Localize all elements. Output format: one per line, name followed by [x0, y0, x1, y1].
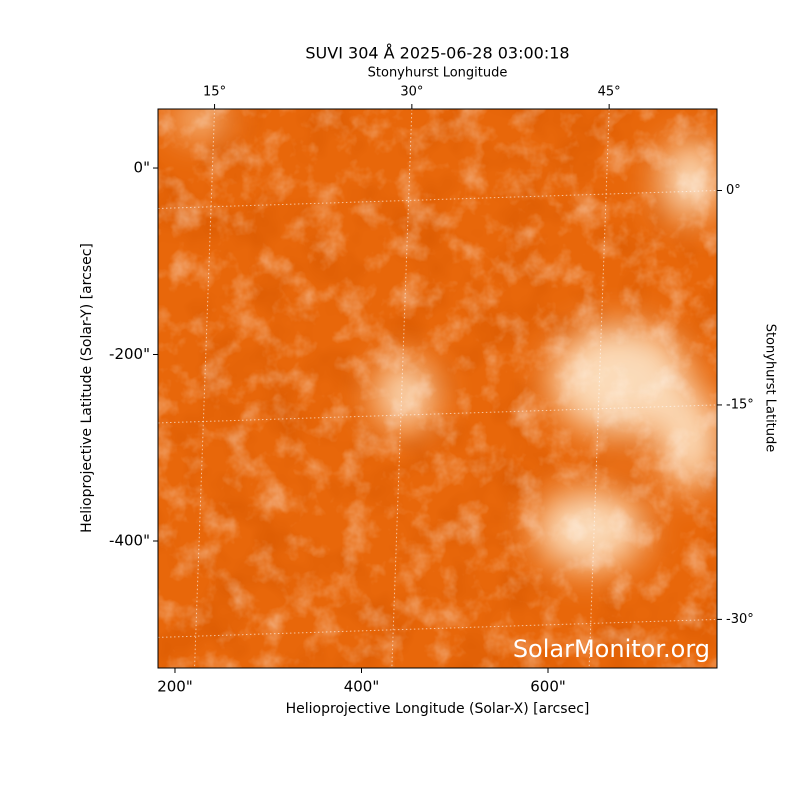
- y2-tick-label: 0°: [726, 183, 741, 198]
- grid-line: [588, 108, 610, 669]
- y-tick-label: -200": [109, 345, 150, 363]
- grid-line: [157, 404, 718, 424]
- x-tick-label: 200": [157, 678, 193, 696]
- x-tick-label: 600": [530, 678, 566, 696]
- y2-tick-label: -30°: [726, 612, 754, 627]
- watermark: SolarMonitor.org: [513, 635, 710, 663]
- y-tick-label: -400": [109, 532, 150, 550]
- grid-line: [157, 189, 718, 209]
- grid: [157, 108, 718, 669]
- plot-frame: [157, 108, 718, 669]
- x2-tick-label: 30°: [400, 85, 423, 100]
- x-tick-label: 400": [344, 678, 380, 696]
- x2-axis-label: Stonyhurst Longitude: [368, 66, 508, 81]
- x2-tick-label: 45°: [598, 85, 621, 100]
- chart-title: SUVI 304 Å 2025-06-28 03:00:18: [305, 44, 569, 63]
- x-axis-label: Helioprojective Longitude (Solar-X) [arc…: [286, 701, 590, 717]
- y2-axis-label: Stonyhurst Latitude: [763, 324, 778, 453]
- y-tick-label: 0": [134, 159, 150, 177]
- y-axis-label: Helioprojective Latitude (Solar-Y) [arcs…: [79, 243, 95, 533]
- grid-line: [391, 108, 413, 669]
- solar-image: [158, 109, 717, 668]
- grid-line: [194, 108, 216, 669]
- y2-tick-label: -15°: [726, 397, 754, 412]
- x2-tick-label: 15°: [203, 85, 226, 100]
- grid-line: [157, 618, 718, 638]
